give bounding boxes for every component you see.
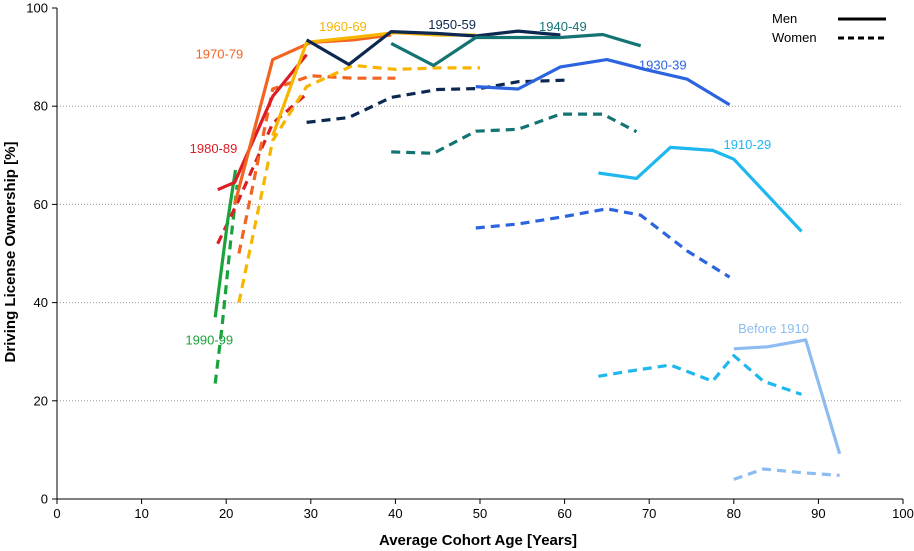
series-label-1940-49: 1940-49	[539, 19, 587, 34]
series-line-1990-99-men	[213, 169, 238, 318]
series-line-1960-69-men	[271, 30, 476, 137]
x-tick-label-70: 70	[642, 506, 656, 521]
x-tick-label-20: 20	[219, 506, 233, 521]
legend-label-women: Women	[772, 30, 817, 45]
x-tick-label-50: 50	[473, 506, 487, 521]
series-line-1930-39-men	[475, 57, 731, 107]
series-line-1930-39-women	[475, 207, 731, 279]
y-axis-label: Driving License Ownership [%]	[2, 142, 19, 363]
x-tick-label-0: 0	[53, 506, 60, 521]
series-label-1930-39: 1930-39	[639, 57, 687, 72]
series-label-1910-29: 1910-29	[723, 137, 771, 152]
series-line-1990-99-women	[213, 184, 239, 384]
series-label-1970-79: 1970-79	[196, 47, 244, 62]
series-line-before-1910-women	[733, 467, 840, 481]
axes	[56, 8, 903, 500]
series-line-1940-49-women	[391, 112, 638, 155]
x-tick-label-90: 90	[811, 506, 825, 521]
y-tick-label-60: 60	[34, 197, 48, 212]
series-line-1980-89-men	[217, 53, 308, 192]
series-lines	[213, 29, 842, 481]
y-tick-label-40: 40	[34, 295, 48, 310]
gridlines	[57, 105, 903, 402]
x-tick-label-100: 100	[892, 506, 914, 521]
series-labels: 1990-99 1980-89 1970-79 1960-69 1950-59 1940-…	[185, 17, 809, 347]
series-line-1970-79-men	[233, 33, 392, 205]
tick-labels: 0 10 20 30 40 50 60 70 80 90 100 0 20 40 60 80 100	[26, 1, 914, 522]
series-label-1990-99: 1990-99	[185, 332, 233, 347]
series-line-before-1910-men	[733, 338, 842, 455]
series-line-1910-29-men	[598, 145, 803, 233]
y-tick-label-100: 100	[26, 1, 48, 16]
series-label-1980-89: 1980-89	[190, 141, 238, 156]
series-line-1940-49-men	[390, 32, 642, 68]
series-label-1950-59: 1950-59	[428, 17, 476, 32]
series-line-1910-29-women	[598, 354, 803, 396]
y-tick-label-80: 80	[34, 99, 48, 114]
x-tick-label-60: 60	[557, 506, 571, 521]
series-line-1980-89-women	[216, 92, 308, 245]
legend-label-men: Men	[772, 11, 797, 26]
series-label-before-1910: Before 1910	[738, 321, 809, 336]
series-label-1960-69: 1960-69	[319, 19, 367, 34]
x-tick-label-40: 40	[388, 506, 402, 521]
series-line-1970-79-women	[237, 74, 396, 254]
x-axis-label: Average Cohort Age [Years]	[379, 532, 577, 549]
legend: Men Women	[772, 11, 886, 45]
y-tick-label-20: 20	[34, 393, 48, 408]
series-line-1960-69-women	[237, 63, 480, 303]
series-line-1950-59-women	[306, 78, 565, 124]
series-line-1950-59-men	[305, 29, 561, 67]
x-tick-label-10: 10	[134, 506, 148, 521]
y-tick-label-0: 0	[41, 492, 48, 507]
x-tick-label-80: 80	[727, 506, 741, 521]
x-tick-label-30: 30	[304, 506, 318, 521]
